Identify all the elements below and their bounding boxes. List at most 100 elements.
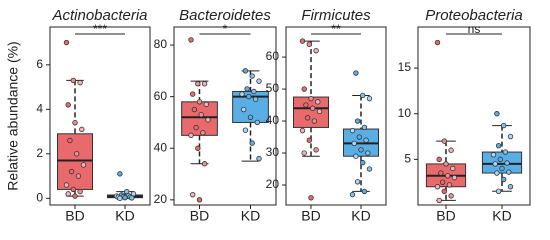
data-point [72, 119, 78, 126]
chart: Relative abundance (%) Actinobacteria 0 2 4… [5, 7, 531, 224]
data-point [198, 112, 204, 118]
plot-frame [173, 26, 277, 206]
data-point [65, 102, 71, 108]
y-tick-label: 10 [398, 106, 412, 120]
data-point [313, 47, 319, 54]
significance-label: * [223, 22, 228, 36]
significance-label: ** [331, 22, 341, 36]
data-point [494, 170, 500, 176]
data-point [77, 188, 83, 195]
significance-label: *** [93, 22, 107, 36]
x-tick-label: BD [301, 208, 320, 224]
data-point [299, 127, 306, 134]
data-point [80, 162, 87, 168]
plot-frame [285, 26, 387, 206]
data-point [77, 79, 83, 86]
data-point [247, 114, 254, 120]
data-point [436, 156, 442, 163]
data-point [244, 86, 250, 92]
data-point [365, 150, 371, 156]
data-point [434, 184, 441, 190]
data-point [196, 99, 203, 105]
data-point [451, 174, 458, 181]
data-point [450, 165, 456, 172]
data-point [492, 161, 498, 167]
data-point [72, 193, 78, 199]
data-point [361, 188, 368, 195]
data-point [448, 193, 454, 199]
data-point [195, 145, 201, 151]
data-point [351, 140, 357, 147]
data-point [441, 188, 447, 195]
data-point [240, 106, 247, 113]
data-point [200, 130, 206, 136]
y-tick-label: 20 [154, 192, 168, 206]
y-axis-label: Relative abundance (%) [5, 41, 21, 190]
data-point [246, 93, 252, 100]
data-point [439, 179, 446, 185]
y-tick-label: 5 [404, 152, 411, 166]
data-point [366, 166, 373, 172]
data-point [299, 38, 306, 44]
data-point [65, 191, 71, 197]
data-point [436, 197, 442, 204]
data-point [189, 191, 196, 198]
panel-title: Bacteroidetes [179, 7, 271, 24]
y-tick-label: 40 [154, 140, 168, 154]
data-point [316, 108, 323, 115]
data-point [303, 102, 309, 108]
x-tick-label: BD [190, 208, 209, 224]
y-tick-label: 60 [266, 49, 280, 63]
box [293, 96, 329, 128]
data-point [360, 159, 366, 166]
data-point [188, 132, 194, 139]
data-point [499, 165, 505, 172]
data-point [70, 186, 76, 193]
significance-label: ns [468, 22, 481, 36]
x-tick-label: KD [351, 208, 370, 224]
box [481, 151, 523, 174]
data-point [249, 73, 255, 79]
data-point [349, 191, 356, 198]
data-point [195, 81, 201, 87]
data-point [301, 150, 307, 156]
data-point [304, 115, 311, 121]
data-point [70, 77, 76, 84]
data-point [254, 119, 260, 126]
y-tick-label: 80 [154, 37, 168, 51]
x-tick-label: KD [492, 208, 511, 224]
data-point [122, 194, 128, 201]
data-point [353, 70, 359, 76]
x-tick-label: KD [241, 208, 260, 224]
data-point [494, 111, 500, 117]
y-tick-label: 60 [154, 89, 168, 103]
data-point [448, 147, 454, 153]
x-tick-label: KD [115, 208, 134, 224]
box [181, 101, 218, 136]
data-point [242, 127, 249, 133]
data-point [308, 95, 314, 102]
plot-frame [49, 26, 151, 206]
data-point [358, 147, 364, 153]
data-point [79, 126, 85, 133]
data-point [354, 118, 361, 124]
y-tick-label: 50 [266, 81, 280, 95]
panel-title: Actinobacteria [51, 7, 147, 24]
data-point [252, 96, 259, 102]
y-tick-label: 20 [266, 177, 280, 191]
data-point [201, 81, 208, 87]
data-point [306, 137, 312, 143]
data-point [73, 151, 80, 157]
data-point [63, 39, 70, 46]
data-point [63, 182, 70, 188]
data-point [434, 39, 441, 46]
data-point [75, 173, 82, 179]
y-tick-label: 0 [36, 190, 43, 204]
data-point [251, 88, 257, 95]
y-tick-label: 15 [398, 60, 412, 74]
data-point [438, 170, 444, 176]
data-point [67, 137, 73, 144]
y-tick-label: 30 [266, 145, 280, 159]
data-point [201, 161, 208, 167]
plot-frame [417, 26, 531, 206]
